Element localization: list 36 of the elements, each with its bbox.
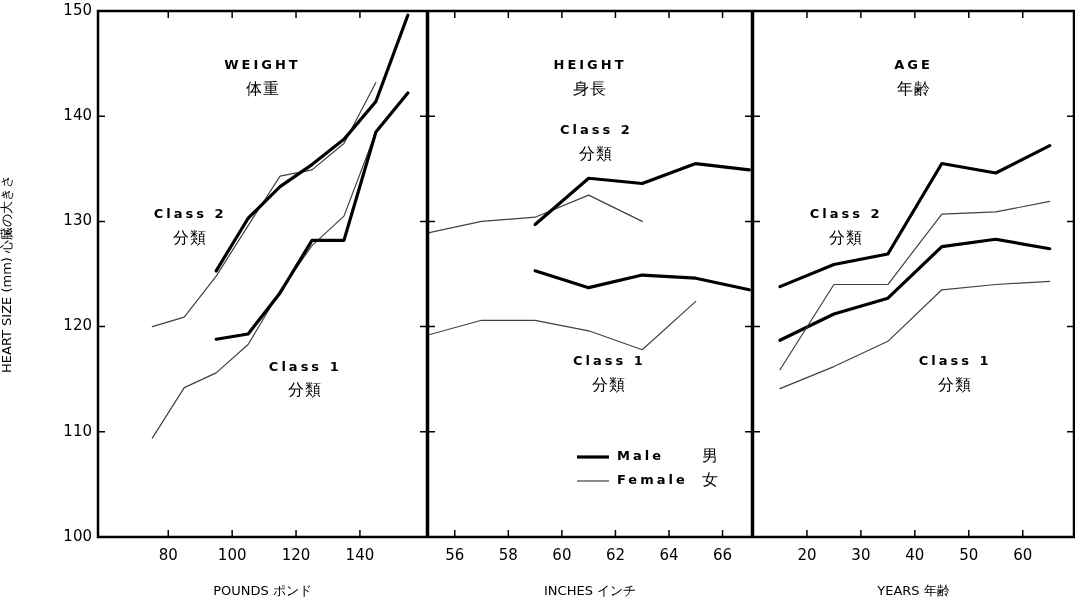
x-axis-title: YEARS 年齢 bbox=[876, 582, 950, 598]
annotation: Class 1 分類 bbox=[918, 353, 992, 395]
y-tick-label: 100 bbox=[63, 526, 92, 545]
y-tick-label: 120 bbox=[63, 316, 92, 335]
x-axis-title: INCHES インチ bbox=[543, 582, 637, 598]
text: WEIGHT 体重 bbox=[224, 57, 301, 99]
x-tick-label: 62 bbox=[605, 545, 625, 564]
x-tick-label: 50 bbox=[959, 545, 979, 564]
x-tick-label: 60 bbox=[552, 545, 572, 564]
x-tick-label: 20 bbox=[797, 545, 817, 564]
legend-label: Female 女 bbox=[617, 470, 718, 490]
annotation: Class 1 分類 bbox=[268, 358, 342, 400]
x-tick-label: 56 bbox=[445, 545, 465, 564]
x-tick-label: 64 bbox=[659, 545, 679, 564]
x-tick-label: 100 bbox=[217, 545, 247, 564]
y-tick-label: 150 bbox=[63, 0, 92, 19]
x-tick-label: 140 bbox=[345, 545, 375, 564]
x-tick-label: 66 bbox=[713, 545, 733, 564]
y-axis-title: HEART SIZE (mm) 心臓の大きさ bbox=[0, 175, 15, 373]
x-tick-label: 80 bbox=[158, 545, 178, 564]
annotation: Class 1 分類 bbox=[573, 353, 646, 395]
x-axis-title: POUNDS ポンド bbox=[213, 582, 312, 598]
x-tick-label: 40 bbox=[905, 545, 925, 564]
text: HEIGHT 身長 bbox=[553, 57, 627, 99]
text: AGE 年齢 bbox=[894, 57, 933, 99]
annotation: Class 2 分類 bbox=[809, 206, 883, 247]
x-tick-label: 60 bbox=[1013, 545, 1033, 564]
x-tick-label: 58 bbox=[498, 545, 518, 564]
x-tick-label: 120 bbox=[281, 545, 311, 564]
x-tick-label: 30 bbox=[851, 545, 871, 564]
y-tick-label: 110 bbox=[63, 421, 92, 440]
y-tick-label: 130 bbox=[63, 211, 92, 230]
annotation: Class 2 分類 bbox=[153, 206, 227, 247]
text: Male 男 bbox=[617, 446, 718, 466]
y-tick-label: 140 bbox=[63, 106, 92, 125]
annotation: Class 2 分類 bbox=[560, 121, 633, 163]
